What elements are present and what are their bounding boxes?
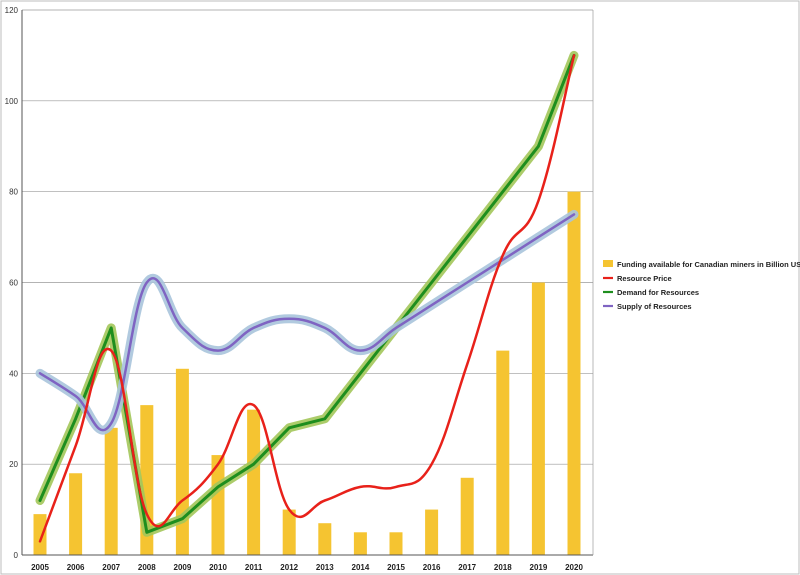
x-tick-label: 2018	[494, 563, 512, 572]
x-tick-label: 2008	[138, 563, 156, 572]
x-tick-label: 2017	[458, 563, 476, 572]
bar	[567, 191, 581, 555]
legend-label: Demand for Resources	[617, 288, 699, 297]
bar	[531, 282, 545, 555]
x-tick-label: 2010	[209, 563, 227, 572]
x-tick-label: 2006	[67, 563, 85, 572]
legend-swatch	[603, 260, 613, 267]
bar	[69, 473, 83, 555]
x-tick-label: 2020	[565, 563, 583, 572]
bar	[496, 350, 510, 555]
axes	[21, 10, 594, 556]
y-tick-label: 60	[9, 279, 18, 288]
resource-price-line	[38, 54, 576, 543]
x-tick-label: 2019	[530, 563, 548, 572]
x-tick-label: 2016	[423, 563, 441, 572]
x-tick-label: 2013	[316, 563, 334, 572]
x-tick-label: 2011	[245, 563, 263, 572]
bar	[425, 509, 439, 555]
bar	[175, 368, 189, 555]
x-tick-label: 2015	[387, 563, 405, 572]
bar	[318, 523, 332, 555]
bar	[353, 532, 367, 555]
y-tick-label: 20	[9, 460, 18, 469]
y-tick-label: 0	[14, 551, 19, 560]
y-tick-label: 100	[5, 97, 19, 106]
bar	[282, 509, 296, 555]
bar	[389, 532, 403, 555]
supply-of-resources-line	[38, 213, 576, 432]
x-tick-label: 2014	[352, 563, 370, 572]
legend-label: Funding available for Canadian miners in…	[617, 260, 800, 269]
bar	[247, 409, 261, 555]
x-axis-ticks: 2005 2006 2007 2008 2009 2010 2011 2012 2013 2014…	[31, 563, 583, 572]
legend: Funding available for Canadian miners in…	[603, 260, 800, 311]
x-tick-label: 2009	[174, 563, 192, 572]
bar	[33, 514, 47, 555]
x-tick-label: 2005	[31, 563, 49, 572]
legend-label: Supply of Resources	[617, 302, 692, 311]
legend-label: Resource Price	[617, 274, 672, 283]
line-series	[35, 50, 579, 543]
x-tick-label: 2012	[280, 563, 298, 572]
y-tick-label: 40	[9, 369, 18, 378]
x-tick-label: 2007	[102, 563, 120, 572]
y-axis-ticks: 0 20 40 60 80 100 120	[5, 6, 19, 560]
y-tick-label: 120	[5, 6, 19, 15]
bar	[104, 427, 118, 555]
y-tick-label: 80	[9, 188, 18, 197]
bar	[460, 477, 474, 555]
